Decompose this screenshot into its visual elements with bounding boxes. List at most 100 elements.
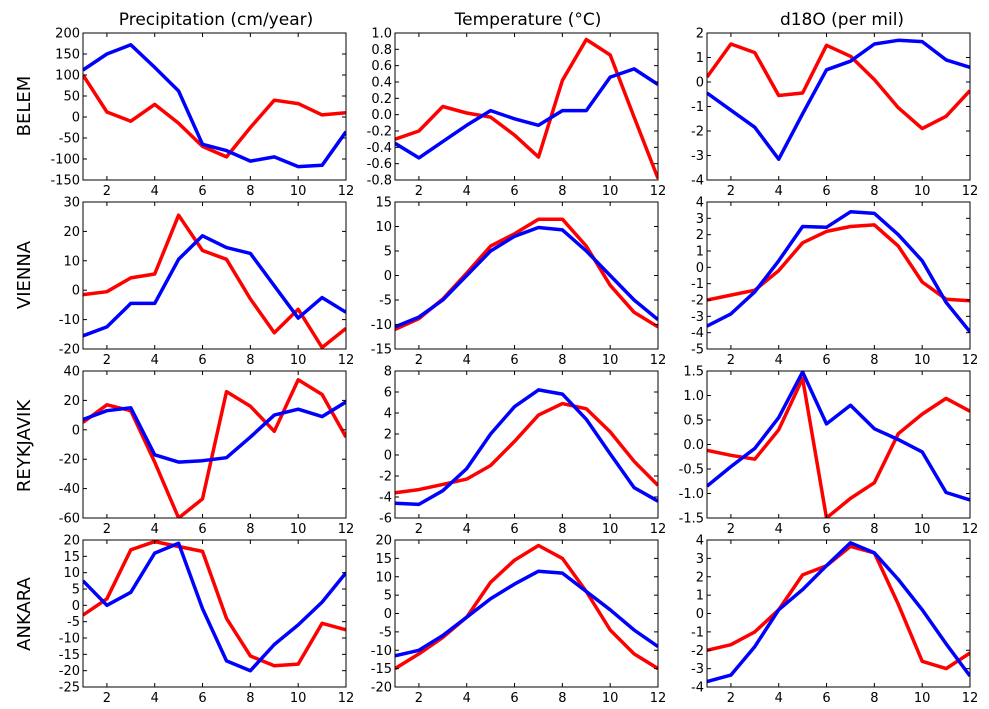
- panel-ankara-temp-ytick-label: -10: [371, 644, 392, 659]
- panel-reykjavik-d18o-xtick-label: 12: [962, 522, 979, 537]
- panel-ankara-d18o-xtick-label: 2: [727, 691, 735, 706]
- panel-vienna-precip-xtick-label: 12: [338, 353, 355, 368]
- panel-reykjavik-precip-xtick-label: 2: [103, 522, 111, 537]
- panel-vienna-d18o-ytick-label: 0: [696, 261, 704, 276]
- panel-reykjavik-precip-xtick-label: 8: [246, 522, 254, 537]
- panel-reykjavik-d18o-series-blue-line: [707, 371, 970, 502]
- panel-belem-d18o-xtick-label: 10: [914, 184, 931, 199]
- panel-reykjavik-d18o-xtick-label: 10: [914, 522, 931, 537]
- panel-ankara-d18o-ytick-label: 4: [696, 534, 704, 549]
- panel-belem-d18o-series-blue-line: [707, 38, 970, 161]
- panel-vienna-d18o-xtick-label: 12: [962, 353, 979, 368]
- panel-reykjavik-d18o-ytick-label: 1.5: [683, 365, 704, 380]
- panel-reykjavik-d18o-xtick-label: 6: [822, 522, 830, 537]
- panel-reykjavik-temp-series-blue-line: [395, 388, 658, 507]
- panel-vienna-d18o-ytick-label: 4: [696, 196, 704, 211]
- panel-belem-temp-ytick-label: 0.2: [371, 92, 392, 107]
- panel-reykjavik-temp-xtick-label: 6: [510, 522, 518, 537]
- panel-reykjavik-temp-xtick-label: 10: [602, 522, 619, 537]
- panel-reykjavik-temp-ytick-label: -4: [379, 491, 392, 506]
- panel-reykjavik-d18o: -1.5 -1.0 -0.5 0.0 0.5 1.0 1.5 2 4 6 8 10 12: [679, 365, 979, 538]
- panel-belem-precip-xtick-label: 10: [290, 184, 307, 199]
- panel-vienna-temp-xtick-label: 8: [558, 353, 566, 368]
- panel-reykjavik-d18o-ytick-label: 0.5: [683, 414, 704, 429]
- column-title-d18o: d18O (per mil): [780, 10, 904, 30]
- panel-ankara-d18o-series-blue-line: [707, 541, 970, 684]
- panel-vienna-temp-ytick-label: 15: [375, 196, 392, 211]
- panel-reykjavik-d18o-xtick-label: 2: [727, 522, 735, 537]
- panel-ankara-temp-xtick-label: 12: [650, 691, 667, 706]
- panel-vienna-temp-series-blue-line: [395, 225, 658, 329]
- panel-vienna-temp-ytick-label: -15: [371, 343, 392, 358]
- column-title-precipitation: Precipitation (cm/year): [119, 10, 314, 30]
- panel-vienna-d18o-ytick-label: -3: [691, 310, 704, 325]
- panel-ankara-temp-xtick-label: 10: [602, 691, 619, 706]
- panel-belem-precip-xtick-label: 12: [338, 184, 355, 199]
- panel-reykjavik-temp-ytick-label: 4: [384, 407, 392, 422]
- panel-belem-temp-ytick-label: -0.8: [367, 174, 392, 189]
- panel-belem-temp-ytick-label: -0.6: [367, 157, 392, 172]
- panel-vienna-d18o-xtick-label: 6: [822, 353, 830, 368]
- panel-reykjavik-d18o-xtick-label: 8: [870, 522, 878, 537]
- panel-belem-d18o-series-red-line: [707, 42, 970, 131]
- panel-belem-precip-ytick-label: 200: [55, 27, 80, 42]
- panel-vienna-precip-xtick-label: 4: [151, 353, 159, 368]
- panel-vienna-d18o-ytick-label: -4: [691, 326, 704, 341]
- panel-vienna-d18o-series-blue-line: [707, 210, 970, 334]
- panel-ankara-d18o-ytick-label: 0: [696, 607, 704, 622]
- panel-ankara-precip-xtick-label: 12: [338, 691, 355, 706]
- panel-vienna-precip-xtick-label: 2: [103, 353, 111, 368]
- panel-belem-d18o-xtick-label: 12: [962, 184, 979, 199]
- panel-ankara-precip-ytick-label: 0: [72, 599, 80, 614]
- panel-belem-precip-ytick-label: 100: [55, 69, 80, 84]
- panel-reykjavik-precip-xtick-label: 12: [338, 522, 355, 537]
- panel-belem-temp-xtick-label: 10: [602, 184, 619, 199]
- panel-ankara-d18o-ytick-label: 1: [696, 589, 704, 604]
- row-label-reykjavik: REYKJAVIK: [14, 399, 35, 492]
- panel-ankara-d18o-xtick-label: 4: [775, 691, 783, 706]
- panel-reykjavik-temp-ytick-label: 6: [384, 386, 392, 401]
- panel-belem-d18o-ytick-label: 1: [696, 51, 704, 66]
- panel-reykjavik-precip-ytick-label: -20: [59, 453, 80, 468]
- panel-vienna-precip-xtick-label: 8: [246, 353, 254, 368]
- panel-belem-precip-ytick-label: 0: [72, 111, 80, 126]
- panel-belem-precip-frame: [82, 32, 347, 181]
- panel-belem-d18o-ytick-label: 2: [696, 27, 704, 42]
- panel-ankara-d18o-series-red-line: [707, 544, 970, 671]
- row-labels: BELEM VIENNA REYKJAVIK ANKARA: [14, 76, 35, 651]
- panel-ankara-precip-xtick-label: 4: [151, 691, 159, 706]
- panel-ankara-d18o-xtick-label: 8: [870, 691, 878, 706]
- panel-reykjavik-precip-xtick-label: 10: [290, 522, 307, 537]
- panel-vienna-precip-ytick-label: 20: [63, 225, 80, 240]
- panel-reykjavik-temp-xtick-label: 12: [650, 522, 667, 537]
- panel-ankara-temp-xtick-label: 8: [558, 691, 566, 706]
- panel-vienna-temp-ytick-label: 10: [375, 220, 392, 235]
- panel-belem-precip-xtick-label: 2: [103, 184, 111, 199]
- panel-vienna-d18o-xtick-label: 8: [870, 353, 878, 368]
- panel-ankara-d18o-xtick-label: 10: [914, 691, 931, 706]
- panel-ankara-precip-ytick-label: 20: [63, 534, 80, 549]
- panel-reykjavik-temp-ytick-label: 8: [384, 365, 392, 380]
- panel-belem-temp-ytick-label: -0.4: [367, 141, 392, 156]
- column-titles: Precipitation (cm/year) Temperature (°C)…: [119, 10, 904, 30]
- panel-belem-d18o-ytick-label: 0: [696, 76, 704, 91]
- panel-vienna-temp-xtick-label: 10: [602, 353, 619, 368]
- panel-vienna-temp: -15 -10 -5 0 5 10 15 2 4 6 8 10 12: [371, 196, 667, 369]
- panel-vienna-d18o-ytick-label: 1: [696, 245, 704, 260]
- panel-belem-d18o-xtick-label: 8: [870, 184, 878, 199]
- panel-reykjavik-precip-frame: [82, 370, 347, 519]
- panel-ankara-temp-ytick-label: -5: [379, 625, 392, 640]
- panel-vienna-precip-ytick-label: -10: [59, 313, 80, 328]
- panel-vienna-d18o-xtick-label: 10: [914, 353, 931, 368]
- panel-belem-d18o-ytick-label: -4: [691, 174, 704, 189]
- panel-reykjavik-precip-xtick-label: 4: [151, 522, 159, 537]
- panel-vienna-precip-ytick-label: -20: [59, 343, 80, 358]
- row-label-belem: BELEM: [14, 76, 35, 137]
- panel-belem-d18o-ytick-label: -1: [691, 100, 704, 115]
- panel-ankara-precip-ytick-label: -5: [67, 615, 80, 630]
- panel-reykjavik-d18o-ytick-label: -0.5: [679, 463, 704, 478]
